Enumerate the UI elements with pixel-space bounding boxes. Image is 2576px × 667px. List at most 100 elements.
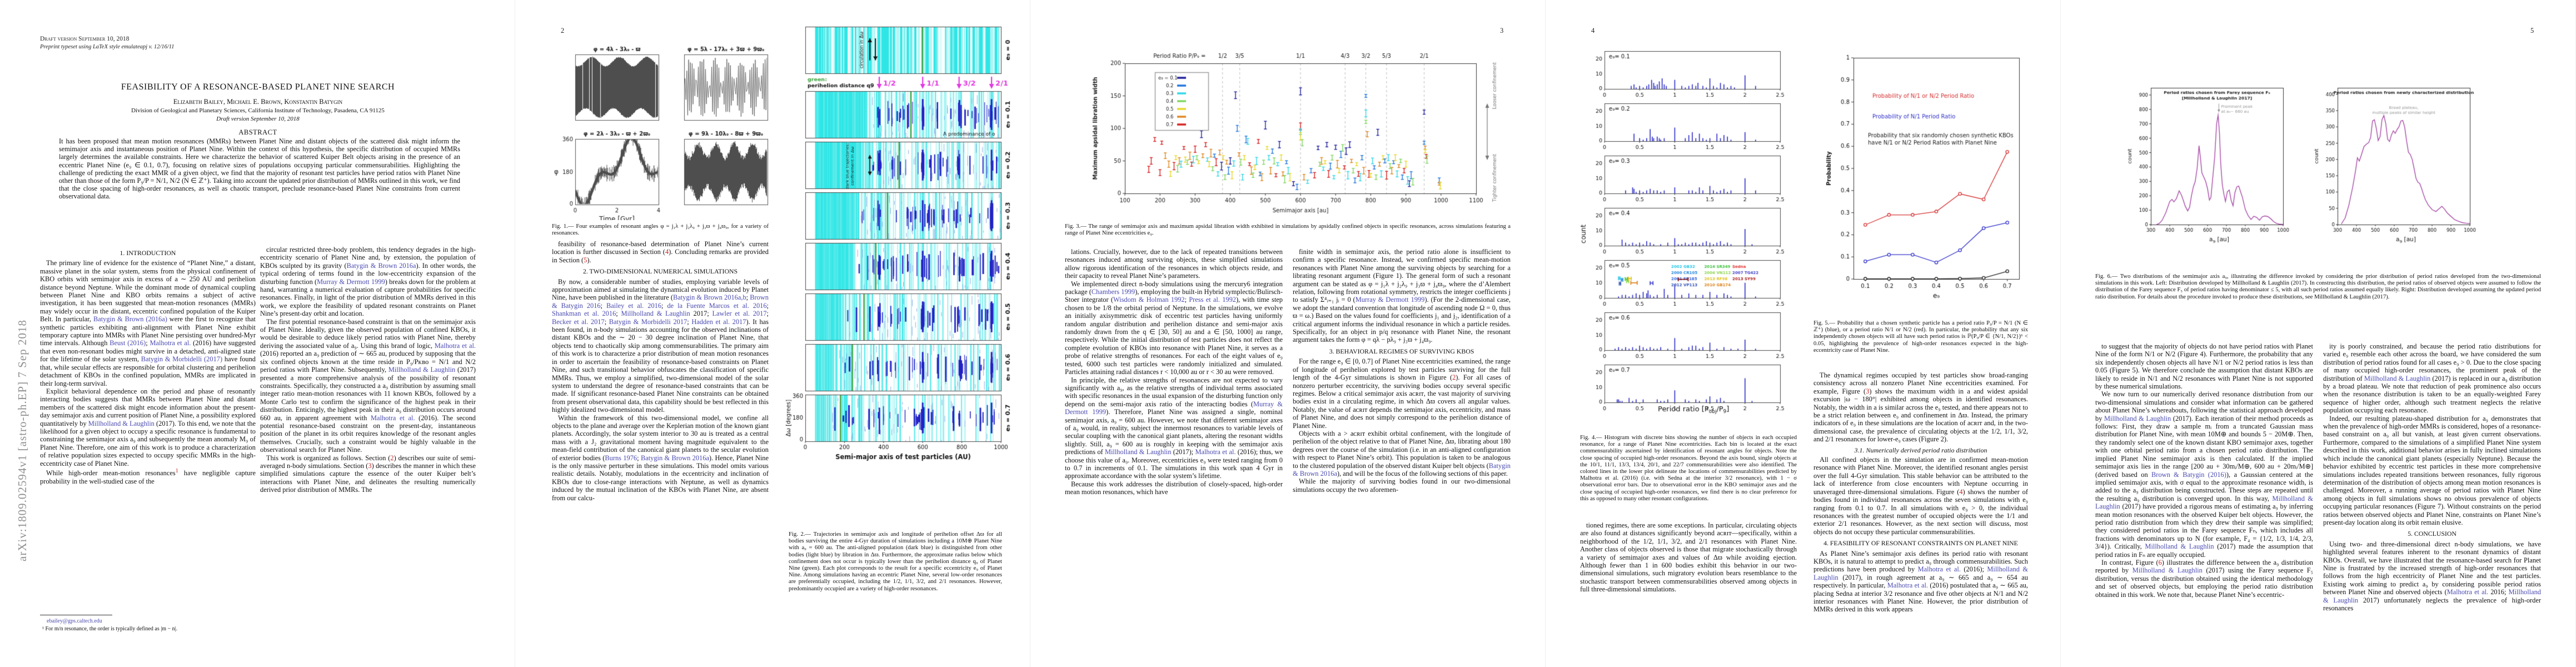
page-1: Draft version September 10, 2018 Preprin… — [0, 0, 515, 667]
citation-link[interactable]: Millholland & Laughlin — [388, 366, 456, 374]
body-paragraph: All confined objects in the simulation a… — [1813, 456, 2028, 536]
citation-link[interactable]: Murray & Dermott 1999 — [1065, 400, 1283, 416]
body-paragraph: Because this work addresses the distribu… — [1065, 480, 1283, 496]
body-paragraph: circular restricted three-body problem, … — [260, 246, 476, 318]
footnote-1: ¹ For m/n resonance, the order is typica… — [42, 626, 178, 632]
abstract-heading: ABSTRACT — [238, 128, 277, 136]
section-heading: 4. FEASIBILITY OF RESONANT CONSTRAINTS O… — [1823, 539, 2018, 547]
citation-link[interactable]: Millholland & Laughlin — [2104, 414, 2171, 422]
citation-link[interactable]: Millholland & Laughlin — [2132, 566, 2203, 575]
citation-link[interactable]: Lawler et al. 2017 — [712, 310, 767, 318]
page-number-5: 5 — [2530, 27, 2534, 34]
figure-6-caption: Fig. 6.— Two distributions of the semima… — [2095, 273, 2541, 300]
citation-link[interactable]: Brown & Batygin 2016 — [552, 293, 769, 310]
body-paragraph: lations. Crucially, however, due to the … — [1065, 248, 1283, 280]
body-paragraph: tioned regimes, there are some exception… — [1580, 521, 1797, 594]
subsection-heading: 3.1. Numerically derived period ratio di… — [1854, 446, 1987, 454]
figure-5-caption: Fig. 5.— Probability that a chosen synth… — [1813, 320, 2028, 354]
page2-left-column: feasibility of resonance-based determina… — [552, 240, 769, 641]
citation-link[interactable]: Murray & Dermott 1999 — [317, 277, 385, 286]
internal-ref[interactable]: 2 — [390, 454, 394, 462]
citation-link[interactable]: de la Fuente Marcos et al. 2016 — [667, 301, 767, 310]
body-paragraph: By now, a considerable number of studies… — [552, 277, 769, 414]
section-heading: 1. INTRODUCTION — [119, 249, 176, 257]
citation-link[interactable]: Millholland & Laughlin — [2145, 542, 2214, 551]
body-paragraph: As Planet Nine’s semimajor axis defines … — [1813, 549, 2028, 614]
internal-ref[interactable]: 6 — [2158, 558, 2162, 566]
citation-link[interactable]: Murray & Dermott 1999 — [1355, 296, 1425, 304]
internal-ref[interactable]: 3 — [368, 461, 372, 470]
body-paragraph: While the majority of surviving bodies f… — [1293, 477, 1511, 494]
citation-link[interactable]: Millholland & Laughlin — [88, 419, 155, 427]
citation-link[interactable]: Wisdom & Holman 1992 — [1113, 296, 1185, 304]
paper-affiliation: Division of Geological and Planetary Sci… — [131, 107, 385, 114]
citation-link[interactable]: Millholland & Laughlin — [621, 310, 690, 318]
citation-link[interactable]: Malhotra et al. — [434, 341, 476, 350]
page-number-4: 4 — [1591, 27, 1595, 34]
citation-link[interactable]: Batygin & Brown (2016a) — [93, 315, 167, 323]
citation-link[interactable]: Batygin & Morbidelli 2017 — [609, 317, 687, 326]
body-paragraph: feasibility of resonance-based determina… — [552, 240, 769, 264]
citation-link[interactable]: Becker et al. 2017 — [552, 317, 605, 326]
page-5: 5 Fig. 6.— Two distributions of the semi… — [2061, 0, 2576, 667]
page-number-2: 2 — [561, 27, 565, 34]
citation-link[interactable]: Hadden et al. 2017 — [691, 317, 746, 326]
figure-4-canvas — [1579, 44, 1793, 428]
citation-link[interactable]: Beust (2016) — [109, 339, 146, 347]
citation-link[interactable]: Shankman et al. 2016 — [552, 310, 616, 318]
citation-link[interactable]: Millholland & Laughlin — [1104, 448, 1172, 456]
internal-ref[interactable]: 3 — [1866, 387, 1870, 395]
citation-link[interactable]: Malhotra et al. — [1887, 581, 1928, 590]
citation-link[interactable]: Press et al. 1992 — [1189, 296, 1236, 304]
page4-right-column: The dynamical regimes occupied by test p… — [1813, 371, 2028, 644]
figure-4-caption: Fig. 4.— Histogram with discrete bins sh… — [1580, 435, 1797, 502]
citation-link[interactable]: Brown & Batygin (2016) — [2151, 470, 2226, 479]
body-paragraph: The primary line of evidence for the exi… — [40, 259, 256, 387]
figure-5-canvas — [1823, 46, 2030, 310]
page-3: 3 Fig. 3.— The range of semimajor axis a… — [1030, 0, 1546, 667]
figure-1-caption: Fig. 1.— Four examples of resonant angle… — [552, 223, 769, 237]
figure-3-caption: Fig. 3.— The range of semimajor axis and… — [1065, 223, 1511, 237]
citation-link[interactable]: Batygin & Brown 2016a — [1293, 461, 1511, 477]
page1-right-column: circular restricted three-body problem, … — [260, 246, 476, 641]
citation-link[interactable]: Malhotra et al. — [370, 414, 415, 422]
author-email-link[interactable]: ebailey@gps.caltech.edu — [47, 618, 102, 624]
citation-link[interactable]: Batygin & Morbidelli (2017) — [141, 355, 223, 364]
citation-link[interactable]: Millholland & Laughlin — [1813, 565, 2028, 581]
internal-ref[interactable]: 5 — [584, 256, 587, 264]
figure-6-left-canvas — [2125, 71, 2292, 259]
citation-link[interactable]: Batygin & Brown 2016a — [346, 261, 416, 270]
section-heading: 5. CONCLUSION — [2408, 530, 2457, 538]
page-number-3: 3 — [1500, 27, 1504, 34]
citation-link[interactable]: Malhotra et al. — [2447, 588, 2489, 596]
page4-left-column: tioned regimes, there are some exception… — [1580, 521, 1797, 644]
internal-ref[interactable]: 2 — [1452, 374, 1456, 382]
paper-dateline: Draft version September 10, 2018 — [216, 116, 300, 122]
citation-link[interactable]: Malhotra et al. — [1917, 565, 1961, 574]
citation-link[interactable]: Bailey et al. 2016 — [606, 301, 662, 310]
body-paragraph: Using two- and three-dimensional direct … — [2323, 540, 2541, 612]
citation-link[interactable]: Millholland & Laughlin — [2095, 494, 2313, 511]
page3-left-column: lations. Crucially, however, due to the … — [1065, 248, 1283, 644]
citation-link[interactable]: Millholland & Laughlin — [2364, 374, 2431, 382]
citation-link[interactable]: Malhotra et al. — [150, 339, 191, 347]
internal-ref[interactable]: 4 — [1959, 487, 1963, 496]
citation-link[interactable]: Millholland & Laughlin — [2323, 588, 2541, 604]
body-paragraph: Within the framework of this two-dimensi… — [552, 414, 769, 502]
citation-link[interactable]: Burns 1976 — [605, 454, 637, 462]
preprint-header: Preprint typeset using LaTeX style emula… — [40, 44, 175, 50]
citation-link[interactable]: Chambers 1999 — [1091, 288, 1135, 296]
citation-link[interactable]: Batygin & Brown 2016a,b — [672, 293, 746, 302]
body-paragraph: While high-order mean-motion resonances1… — [40, 467, 256, 485]
page3-right-column: finite width in semimajor axis, the peri… — [1293, 248, 1511, 644]
body-paragraph: to suggest that the majority of objects … — [2095, 342, 2313, 391]
citation-link[interactable]: Batygin & Brown 2016a — [640, 454, 709, 462]
body-paragraph: Explicit behavioral dependence on the pe… — [40, 387, 256, 467]
arxiv-sidebar-label: arXiv:1809.02594v1 [astro-ph.EP] 7 Sep 2… — [16, 320, 29, 561]
body-paragraph: Objects with a > aᴄʀɪᴛ exhibit orbital c… — [1293, 429, 1511, 477]
internal-ref[interactable]: 4 — [665, 248, 669, 256]
citation-link[interactable]: Batygin & Brown 2016a — [672, 293, 741, 302]
figure-2-caption: Fig. 2.— Trajectories in semimajor axis … — [789, 531, 1002, 592]
citation-link[interactable]: Malhotra et al. — [1195, 448, 1236, 456]
